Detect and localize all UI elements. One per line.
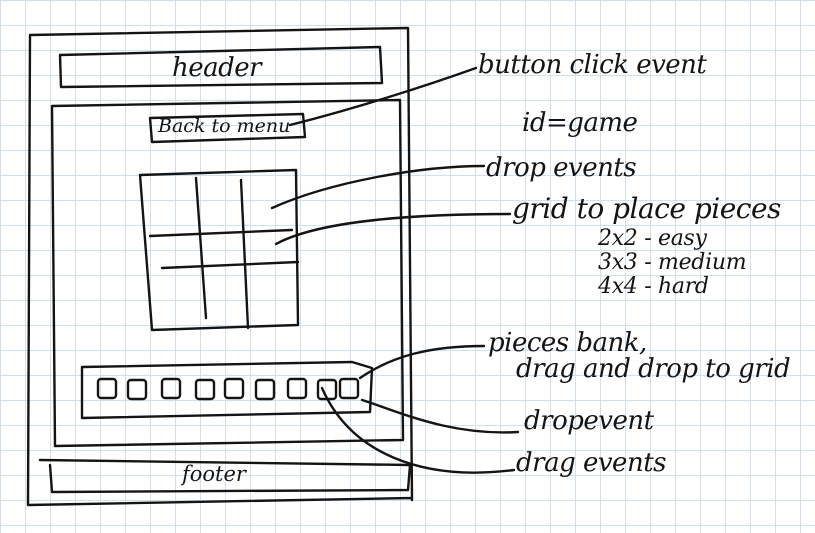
puzzle-grid-frame	[138, 168, 300, 332]
leader-pieces-bank	[358, 344, 486, 380]
leader-drop-events	[270, 164, 486, 210]
grid-line-v1	[194, 176, 208, 320]
footer-box	[38, 458, 412, 494]
header-label: header	[172, 53, 262, 83]
puzzle-piece	[254, 378, 276, 401]
grid-title-note: grid to place pieces	[512, 192, 781, 225]
grid-line-h1	[148, 228, 294, 238]
grid-level-medium: 3x3 - medium	[598, 250, 747, 275]
leader-drag-events	[320, 386, 516, 474]
header-box	[58, 45, 384, 89]
puzzle-piece	[96, 377, 118, 400]
drop-events-note: drop events	[486, 153, 637, 183]
puzzle-piece	[223, 377, 245, 400]
grid-line-v2	[239, 178, 250, 330]
game-container	[50, 98, 405, 448]
back-button-label: Back to menu	[158, 115, 291, 137]
grid-line-h2	[160, 260, 300, 270]
dropevent-note: dropevent	[524, 406, 654, 436]
footer-label: footer	[182, 462, 246, 486]
leader-grid	[274, 212, 512, 246]
puzzle-piece	[194, 378, 216, 401]
grid-level-hard: 4x4 - hard	[598, 274, 709, 299]
drag-events-note: drag events	[516, 448, 666, 478]
button-click-note: button click event	[478, 50, 707, 80]
grid-level-easy: 2x2 - easy	[598, 226, 707, 251]
puzzle-piece	[338, 377, 360, 400]
leader-button-click	[288, 66, 478, 127]
pieces-group	[96, 377, 360, 401]
leader-dropevent	[360, 398, 520, 434]
puzzle-piece	[286, 377, 308, 400]
puzzle-piece	[160, 377, 182, 400]
page-outline	[26, 26, 414, 507]
pieces-bank	[80, 360, 374, 420]
back-to-menu-button	[148, 112, 307, 144]
pieces-bank-note-line1: pieces bank,	[488, 328, 647, 358]
id-note: id=game	[522, 108, 638, 138]
puzzle-piece	[126, 378, 148, 401]
pieces-bank-note-line2: drag and drop to grid	[516, 354, 791, 384]
